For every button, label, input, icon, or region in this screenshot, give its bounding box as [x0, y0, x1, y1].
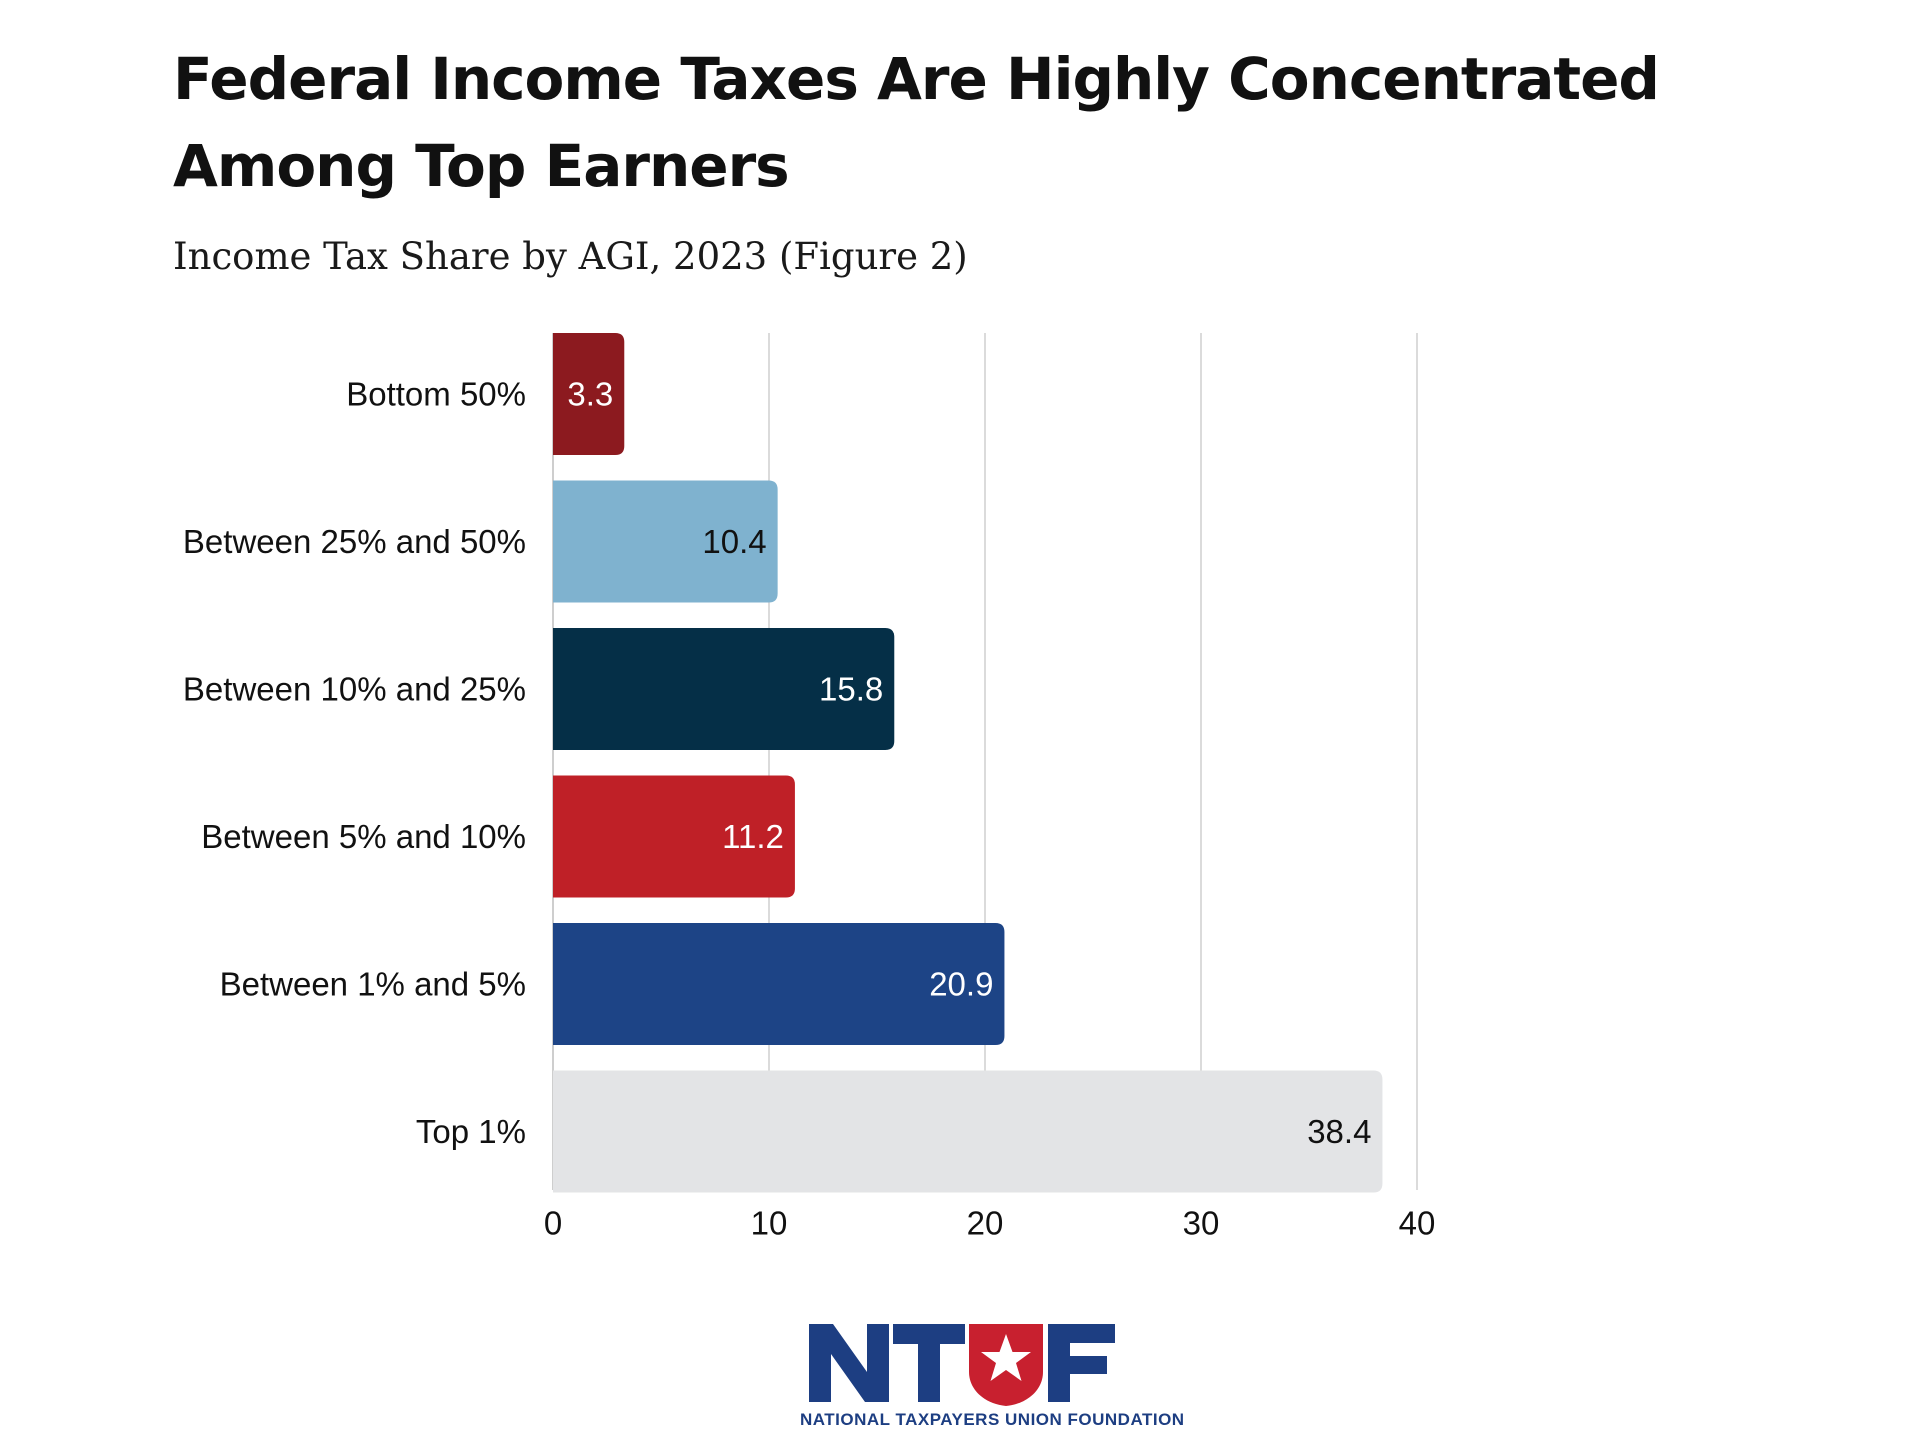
data-label-2: 10.4 — [702, 523, 766, 560]
logo-letter-t — [893, 1324, 965, 1402]
chart-title: Federal Income Taxes Are Highly Concentr… — [173, 45, 1660, 200]
star-icon — [981, 1334, 1031, 1381]
data-label-6: 38.4 — [1307, 1113, 1371, 1150]
bar-1 — [553, 333, 625, 455]
category-label-2: Between 25% and 50% — [183, 523, 526, 560]
logo-organization-name: NATIONAL TAXPAYERS UNION FOUNDATION — [800, 1410, 1185, 1429]
bar-2 — [553, 480, 778, 603]
x-tick-label-40: 40 — [1399, 1205, 1436, 1242]
bar-chart: Bottom 50% 3.3 Between 25% and 50% 10.4 Betw… — [183, 333, 1436, 1242]
bar-4 — [553, 775, 795, 898]
data-label-3: 15.8 — [819, 671, 883, 708]
data-label-1: 3.3 — [567, 376, 613, 413]
ntuf-logo: NATIONAL TAXPAYERS UNION FOUNDATION — [800, 1318, 1185, 1430]
category-label-4: Between 5% and 10% — [201, 818, 526, 855]
category-label-5: Between 1% and 5% — [220, 966, 526, 1003]
data-label-5: 20.9 — [929, 966, 993, 1003]
chart-subtitle: Income Tax Share by AGI, 2023 (Figure 2) — [173, 235, 968, 278]
logo-letter-f — [1048, 1324, 1115, 1402]
category-label-1: Bottom 50% — [346, 376, 526, 413]
bar-5 — [553, 923, 1005, 1045]
x-tick-label-20: 20 — [967, 1205, 1004, 1242]
bar-3 — [553, 628, 895, 750]
bar-6 — [553, 1070, 1383, 1193]
x-tick-label-30: 30 — [1183, 1205, 1220, 1242]
x-tick-label-0: 0 — [544, 1205, 562, 1242]
data-label-4: 11.2 — [722, 818, 784, 855]
category-label-6: Top 1% — [416, 1113, 526, 1150]
ntuf-logo-mark — [809, 1324, 1115, 1406]
logo-letter-n — [809, 1324, 889, 1402]
category-label-3: Between 10% and 25% — [183, 671, 526, 708]
x-tick-label-10: 10 — [751, 1205, 788, 1242]
